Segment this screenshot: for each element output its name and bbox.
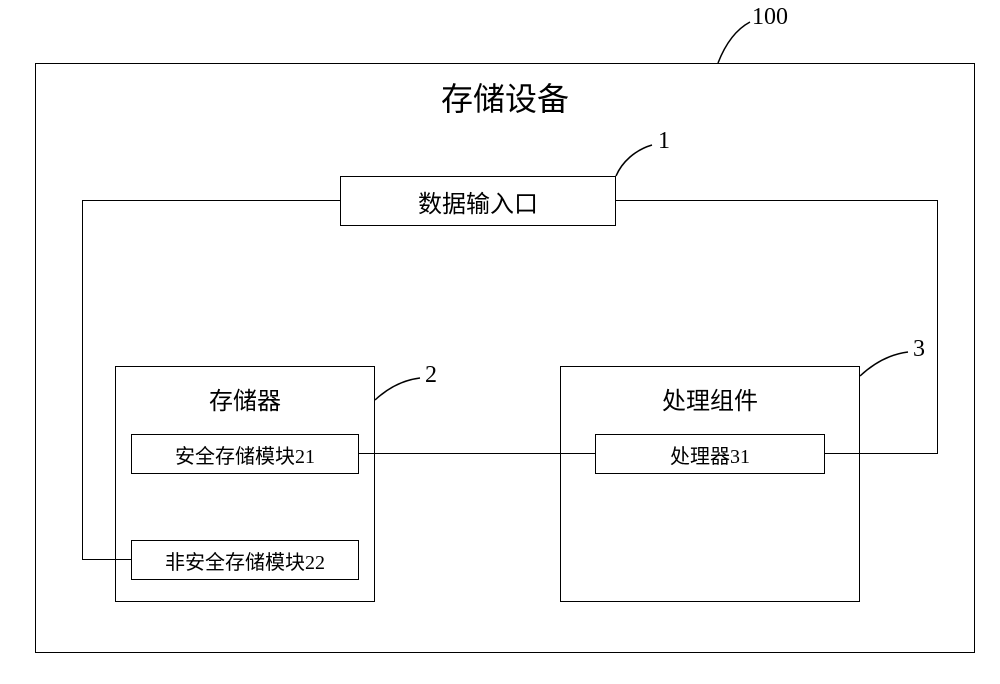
edge-entry-bottom-h — [82, 559, 131, 560]
edge-secure-to-processor — [359, 453, 595, 454]
leader-3 — [0, 0, 1000, 684]
edge-proc-v — [937, 200, 938, 454]
diagram-canvas: 存储设备 100 数据输入口 1 存储器 2 安全存储模块21 非安全存储模块2… — [0, 0, 1000, 684]
ref-label-3: 3 — [913, 336, 925, 363]
edge-proc-right-h1 — [825, 453, 938, 454]
edge-proc-top-h — [616, 200, 938, 201]
edge-entry-left-h — [82, 200, 340, 201]
processor-box: 处理器31 — [595, 434, 825, 474]
edge-entry-v — [82, 200, 83, 560]
processor-label: 处理器31 — [670, 440, 750, 469]
